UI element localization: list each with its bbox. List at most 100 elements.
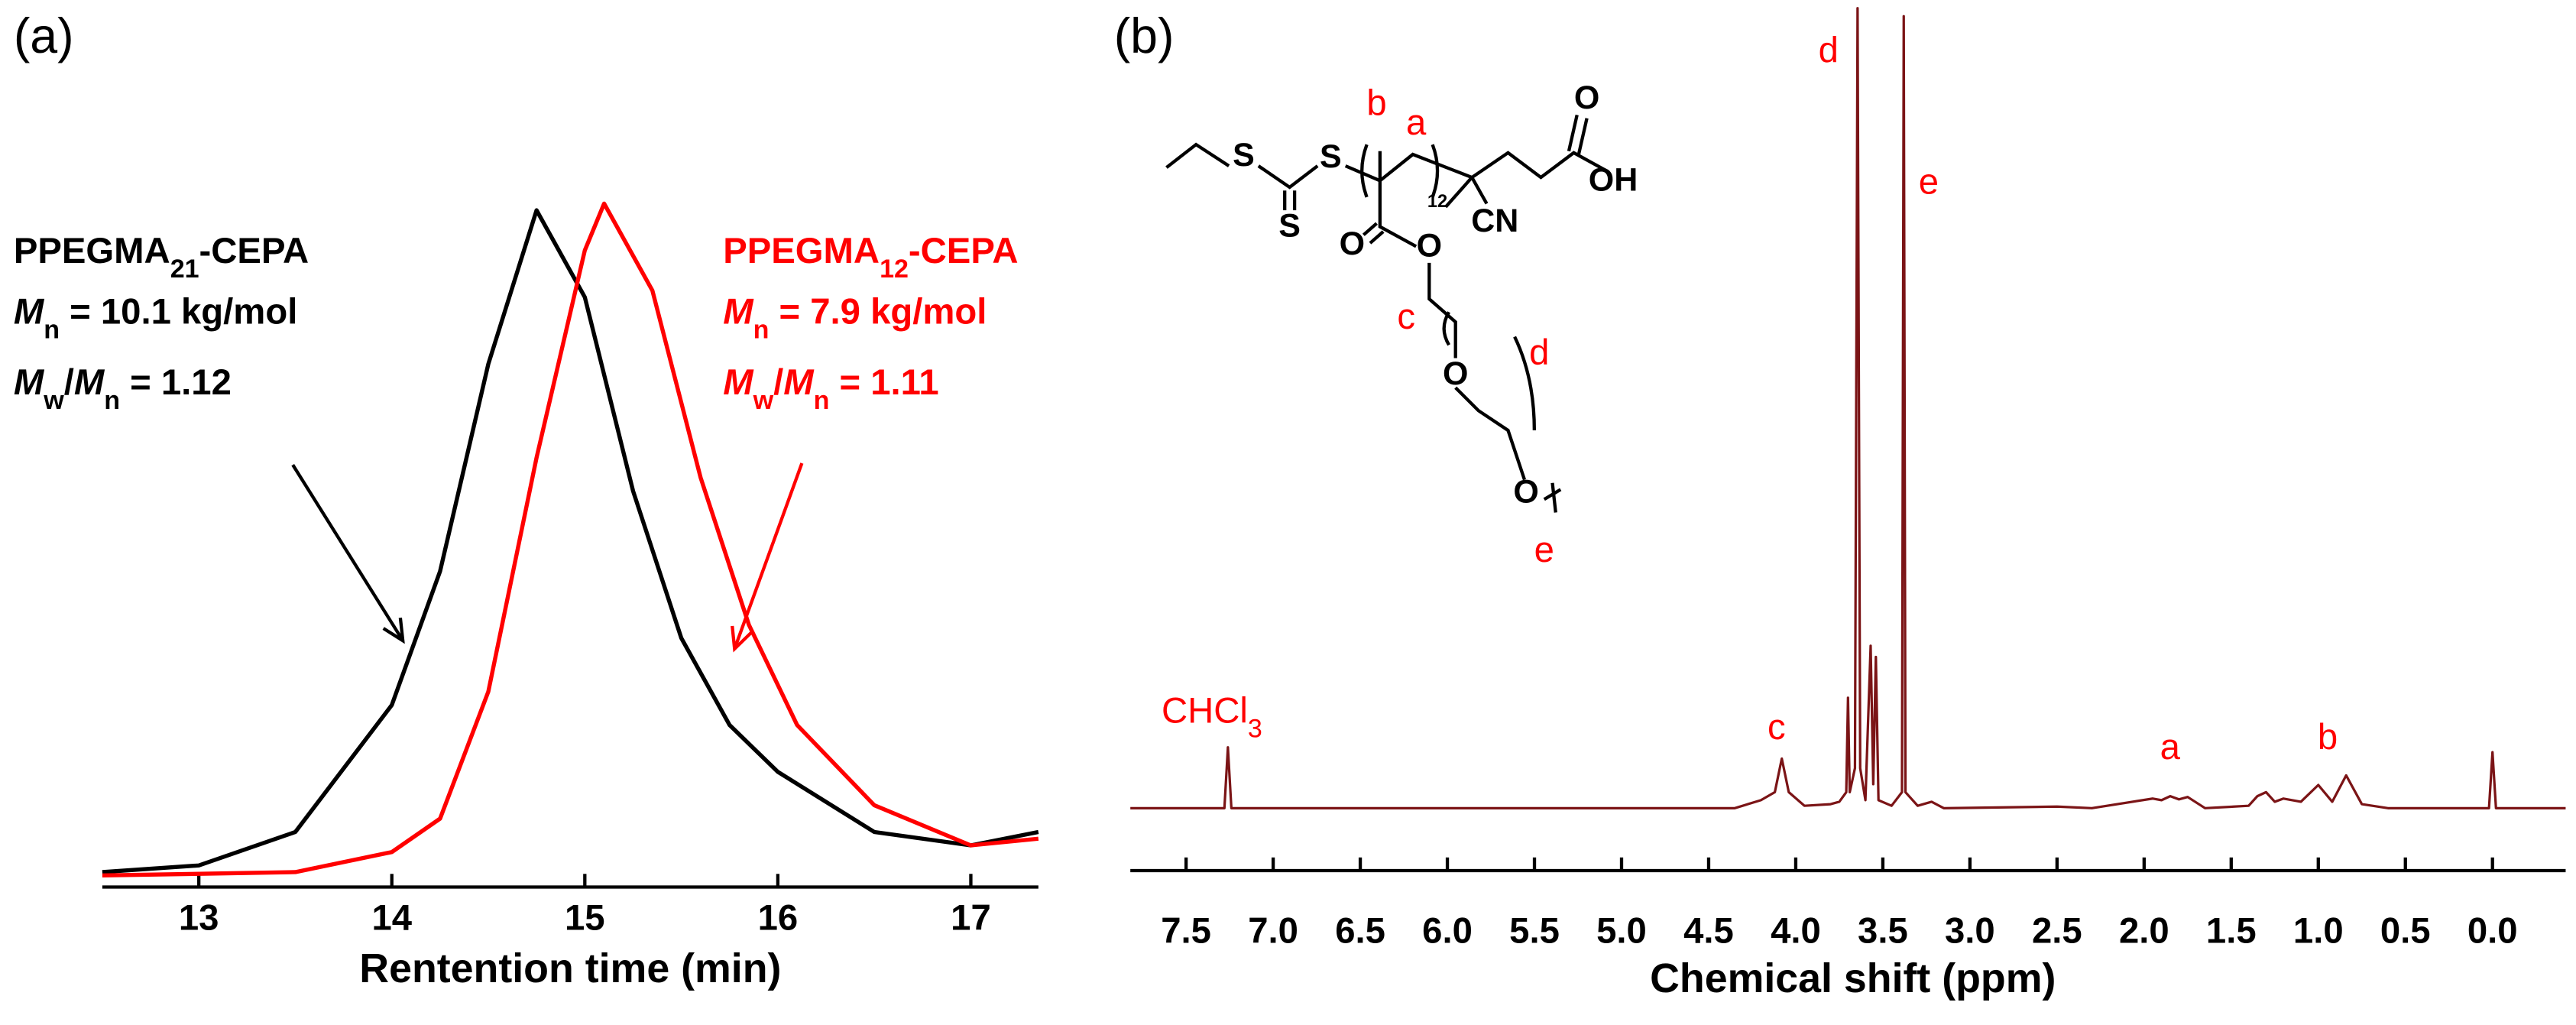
peak-label: c: [1768, 707, 1786, 748]
data-line: [1130, 7, 2566, 809]
x-tick-label: 2.5: [2032, 911, 2082, 952]
arrow: [733, 462, 804, 650]
legend-label: PPEGMA12-CEPA: [723, 231, 1018, 284]
peak-label: a: [2160, 727, 2181, 767]
structure-label: a: [1406, 102, 1427, 143]
peak-label: b: [2318, 717, 2338, 757]
legend-label: PPEGMA21-CEPA: [14, 231, 309, 284]
x-tick-label: 6.0: [1422, 911, 1473, 952]
text-part: M: [723, 362, 754, 403]
peak-label: e: [1919, 162, 1939, 203]
bond: [1470, 151, 1608, 180]
structure-label: O: [1513, 474, 1538, 511]
x-tick-label: 0.5: [2380, 911, 2431, 952]
text-part: /: [773, 362, 783, 403]
structure-label: S: [1233, 137, 1255, 174]
bond: [1470, 177, 1489, 205]
text-part: M: [74, 362, 105, 403]
x-tick-label: 15: [565, 897, 605, 938]
text-part: /: [64, 362, 74, 403]
x-tick-label: 2.0: [2119, 911, 2169, 952]
text-part: M: [723, 291, 754, 332]
bracket: [1513, 336, 1537, 431]
panel-label: (a): [14, 8, 74, 63]
structure-label: c: [1397, 297, 1415, 337]
bond: [1362, 222, 1378, 236]
text-part: n: [814, 386, 830, 415]
text-part: CHCl: [1162, 691, 1248, 731]
x-tick-label: 16: [758, 897, 799, 938]
annotation: Mn = 7.9 kg/mol: [723, 291, 987, 344]
bond: [1378, 180, 1418, 248]
structure-label: b: [1366, 83, 1386, 123]
data-line: [102, 201, 1039, 878]
x-tick-label: 4.0: [1771, 911, 1821, 952]
bracket: [1360, 144, 1369, 198]
x-tick-label: 17: [951, 897, 991, 938]
bond: [1567, 114, 1579, 152]
annotation: Mw/Mn = 1.12: [14, 362, 232, 415]
text-part: 3: [1248, 715, 1262, 744]
text-part: PPEGMA: [14, 231, 170, 271]
x-tick-label: 5.0: [1596, 911, 1647, 952]
text-part: = 1.12: [120, 362, 232, 403]
arrow: [291, 464, 404, 642]
text-part: = 1.11: [829, 362, 938, 403]
x-tick-label: 13: [179, 897, 219, 938]
x-axis-title: Chemical shift (ppm): [1650, 955, 2056, 1001]
peak-label: d: [1819, 31, 1839, 71]
x-tick-label: 4.5: [1683, 911, 1734, 952]
text-part: M: [14, 362, 45, 403]
x-tick-label: 0.0: [2467, 911, 2518, 952]
x-tick-label: 5.5: [1509, 911, 1560, 952]
text-part: M: [783, 362, 815, 403]
structure-label: S: [1278, 207, 1301, 244]
x-tick-label: 6.5: [1335, 911, 1385, 952]
text-part: b: [2318, 717, 2338, 757]
text-part: = 7.9 kg/mol: [769, 291, 987, 332]
bond: [1165, 142, 1230, 169]
structure-label: 12: [1427, 192, 1447, 212]
structure-label: d: [1529, 332, 1549, 373]
structure-label: O: [1417, 227, 1442, 264]
text-part: -CEPA: [909, 231, 1019, 271]
structure-label: O: [1443, 355, 1468, 392]
text-part: = 10.1 kg/mol: [60, 291, 297, 332]
structure-label: OH: [1589, 161, 1638, 198]
x-tick-label: 1.5: [2206, 911, 2257, 952]
text-part: w: [753, 386, 774, 415]
text-part: M: [14, 291, 45, 332]
x-axis-title: Rentention time (min): [359, 946, 781, 991]
text-part: c: [1768, 707, 1786, 748]
text-part: n: [104, 386, 120, 415]
x-tick-label: 7.5: [1161, 911, 1211, 952]
chemical-structure: [1165, 114, 1608, 513]
panel-label: (b): [1114, 8, 1175, 63]
bracket: [1431, 144, 1440, 198]
bond: [1454, 386, 1527, 481]
structure-label: S: [1320, 138, 1342, 175]
peak-label: CHCl3: [1162, 691, 1262, 744]
bond: [1427, 262, 1457, 358]
text-part: PPEGMA: [723, 231, 880, 271]
bond: [1444, 176, 1473, 209]
x-tick-label: 7.0: [1248, 911, 1298, 952]
text-part: w: [43, 386, 64, 415]
bond: [1576, 118, 1589, 155]
x-tick-label: 3.0: [1945, 911, 1995, 952]
arrow-head: [382, 617, 405, 644]
arrow-head: [731, 625, 753, 653]
x-tick-label: 3.5: [1858, 911, 1908, 952]
annotation: Mn = 10.1 kg/mol: [14, 291, 297, 344]
bond: [1257, 164, 1319, 190]
x-tick-label: 1.0: [2293, 911, 2344, 952]
text-part: n: [44, 315, 60, 344]
bracket: [1442, 311, 1450, 346]
structure-label: CN: [1471, 203, 1518, 239]
bond: [1369, 230, 1385, 245]
annotation: Mw/Mn = 1.11: [723, 362, 938, 415]
x-tick-label: 14: [371, 897, 412, 938]
text-part: n: [753, 315, 770, 344]
text-part: e: [1919, 162, 1939, 203]
